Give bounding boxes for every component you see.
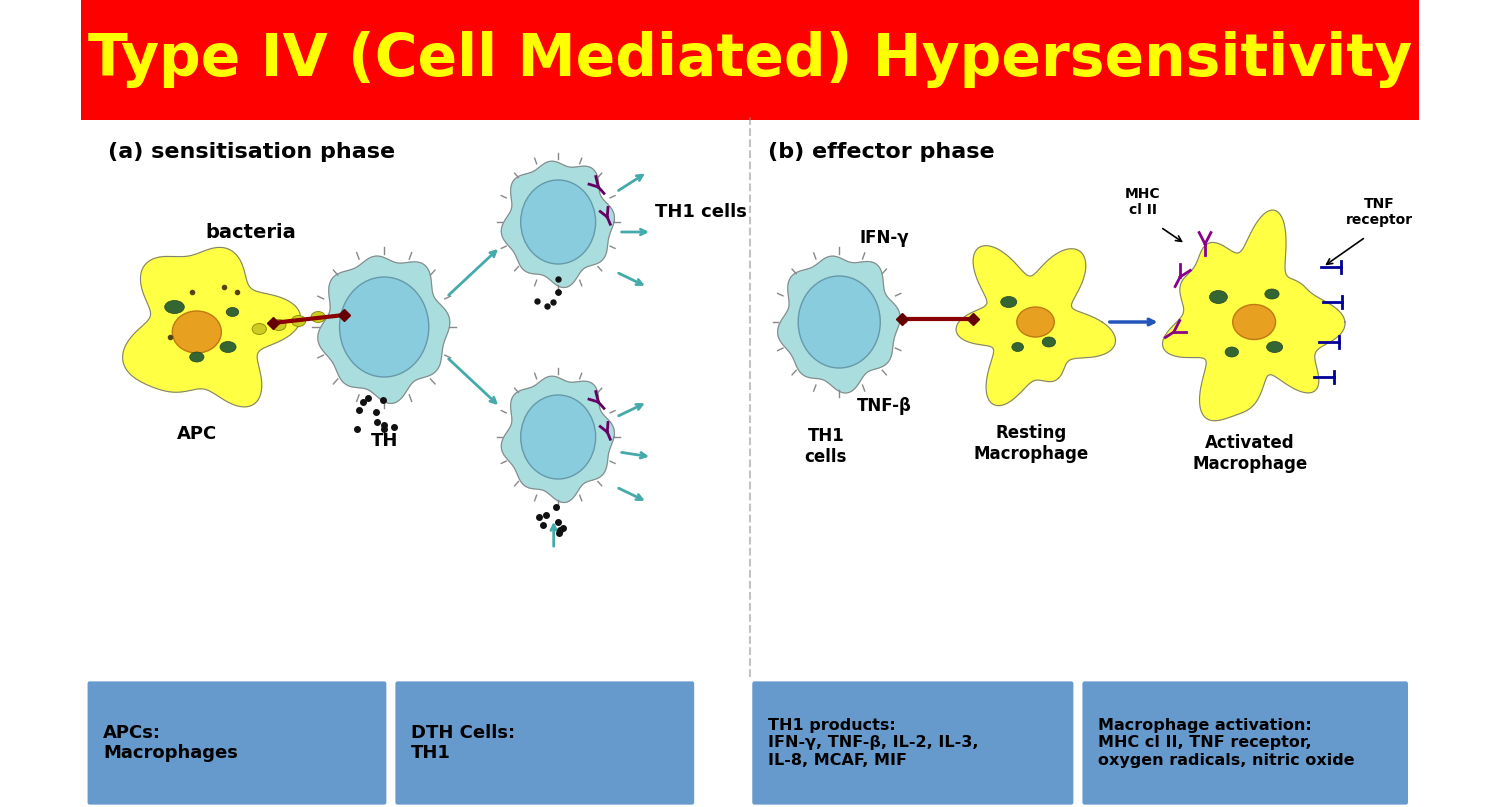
- Circle shape: [520, 395, 596, 479]
- Ellipse shape: [1233, 304, 1275, 340]
- Text: Type IV (Cell Mediated) Hypersensitivity: Type IV (Cell Mediated) Hypersensitivity: [88, 31, 1411, 89]
- Text: Activated
Macrophage: Activated Macrophage: [1192, 434, 1308, 473]
- Polygon shape: [501, 376, 615, 503]
- Text: APCs:
Macrophages: APCs: Macrophages: [104, 724, 238, 763]
- Ellipse shape: [1264, 289, 1280, 299]
- Polygon shape: [1162, 210, 1346, 420]
- FancyBboxPatch shape: [752, 680, 1076, 806]
- Polygon shape: [501, 161, 615, 287]
- Ellipse shape: [1226, 347, 1239, 357]
- Ellipse shape: [310, 312, 326, 323]
- Ellipse shape: [1000, 296, 1017, 307]
- Polygon shape: [318, 256, 450, 404]
- Ellipse shape: [220, 341, 236, 353]
- Ellipse shape: [226, 307, 238, 316]
- Text: Macrophage activation:
MHC cl II, TNF receptor,
oxygen radicals, nitric oxide: Macrophage activation: MHC cl II, TNF re…: [1098, 718, 1354, 768]
- Text: MHC
cl II: MHC cl II: [1125, 186, 1161, 217]
- Ellipse shape: [291, 316, 306, 327]
- Ellipse shape: [172, 311, 222, 353]
- Text: (b) effector phase: (b) effector phase: [768, 142, 994, 162]
- Ellipse shape: [272, 320, 286, 331]
- FancyBboxPatch shape: [394, 680, 696, 806]
- Text: TNF-β: TNF-β: [856, 397, 912, 415]
- Circle shape: [520, 180, 596, 264]
- Ellipse shape: [1209, 291, 1227, 303]
- FancyBboxPatch shape: [81, 0, 1419, 120]
- Ellipse shape: [165, 300, 184, 313]
- Circle shape: [339, 277, 429, 377]
- Text: APC: APC: [177, 425, 218, 443]
- FancyBboxPatch shape: [86, 680, 387, 806]
- Text: IFN-γ: IFN-γ: [859, 229, 909, 247]
- Text: (a) sensitisation phase: (a) sensitisation phase: [108, 142, 394, 162]
- Polygon shape: [956, 245, 1116, 406]
- Text: Resting
Macrophage: Resting Macrophage: [974, 424, 1089, 462]
- Text: TH1 products:
IFN-γ, TNF-β, IL-2, IL-3,
IL-8, MCAF, MIF: TH1 products: IFN-γ, TNF-β, IL-2, IL-3, …: [768, 718, 978, 768]
- Polygon shape: [123, 248, 300, 407]
- Ellipse shape: [1266, 341, 1282, 353]
- Polygon shape: [777, 256, 900, 393]
- Ellipse shape: [252, 324, 267, 334]
- Text: TH: TH: [370, 432, 398, 450]
- Text: TH1
cells: TH1 cells: [804, 427, 847, 466]
- Text: TNF
receptor: TNF receptor: [1346, 197, 1413, 227]
- Circle shape: [798, 276, 880, 368]
- Ellipse shape: [189, 352, 204, 362]
- Text: TH1 cells: TH1 cells: [654, 203, 747, 221]
- Ellipse shape: [1013, 342, 1023, 352]
- Ellipse shape: [1042, 337, 1056, 347]
- Text: bacteria: bacteria: [206, 223, 296, 242]
- Text: DTH Cells:
TH1: DTH Cells: TH1: [411, 724, 515, 763]
- FancyBboxPatch shape: [1082, 680, 1410, 806]
- Ellipse shape: [1017, 307, 1054, 337]
